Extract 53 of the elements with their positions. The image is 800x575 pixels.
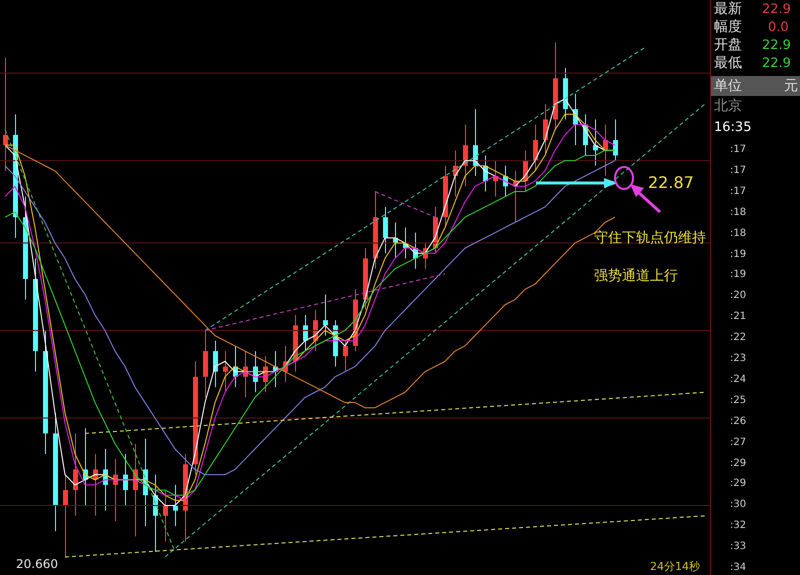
annotation: 强势通道上行: [594, 268, 678, 284]
candlestick: [223, 350, 228, 393]
candlestick: [303, 314, 308, 352]
text: :20: [730, 290, 746, 302]
candlestick: [73, 432, 78, 516]
candlestick: [63, 474, 68, 558]
text: :29: [730, 478, 746, 490]
candlestick: [593, 118, 598, 166]
text: 20.660: [16, 557, 58, 572]
text: 22.9: [762, 56, 791, 72]
candlestick: [383, 206, 388, 254]
text: :21: [730, 311, 746, 322]
candlestick: [463, 124, 468, 187]
text: 22.9: [762, 2, 791, 18]
text: :24: [730, 374, 746, 385]
text: :19: [730, 248, 746, 260]
annotation: 守住下轨点仍维持: [594, 230, 706, 246]
candlestick: [613, 118, 618, 162]
text: :17: [730, 164, 746, 176]
text: :18: [730, 206, 746, 218]
text: :33: [730, 541, 746, 552]
text: :18: [730, 228, 746, 239]
text: :17: [730, 144, 746, 155]
text: 开盘: [714, 37, 742, 54]
text: 0.0: [768, 20, 789, 36]
text: :26: [730, 416, 746, 427]
text: 最新: [714, 1, 742, 18]
text: :29: [730, 458, 746, 468]
text: 24分14秒: [650, 560, 700, 574]
text: :32: [730, 520, 746, 532]
text: :25: [730, 394, 746, 406]
candlestick: [323, 294, 328, 336]
annotation: 22.87: [648, 173, 694, 192]
text: :30: [730, 499, 746, 510]
candlestick: [3, 57, 8, 172]
text: 北京: [714, 98, 742, 114]
candlestick: [533, 124, 538, 172]
candlestick: [123, 454, 128, 506]
candlestick: [213, 340, 218, 388]
text: 幅度: [714, 19, 742, 36]
text: 16:35: [714, 120, 752, 136]
text: :22: [730, 332, 746, 344]
text: :23: [730, 353, 746, 364]
text: 最低: [714, 55, 742, 72]
candlestick: [343, 340, 348, 372]
text: 元: [784, 78, 798, 94]
text: :17: [730, 186, 746, 197]
text: :27: [730, 436, 746, 448]
text: 单位: [714, 78, 742, 94]
text: :34: [730, 562, 746, 573]
text: 22.9: [762, 38, 791, 54]
text: :19: [730, 269, 746, 280]
candlestick: [163, 490, 168, 542]
